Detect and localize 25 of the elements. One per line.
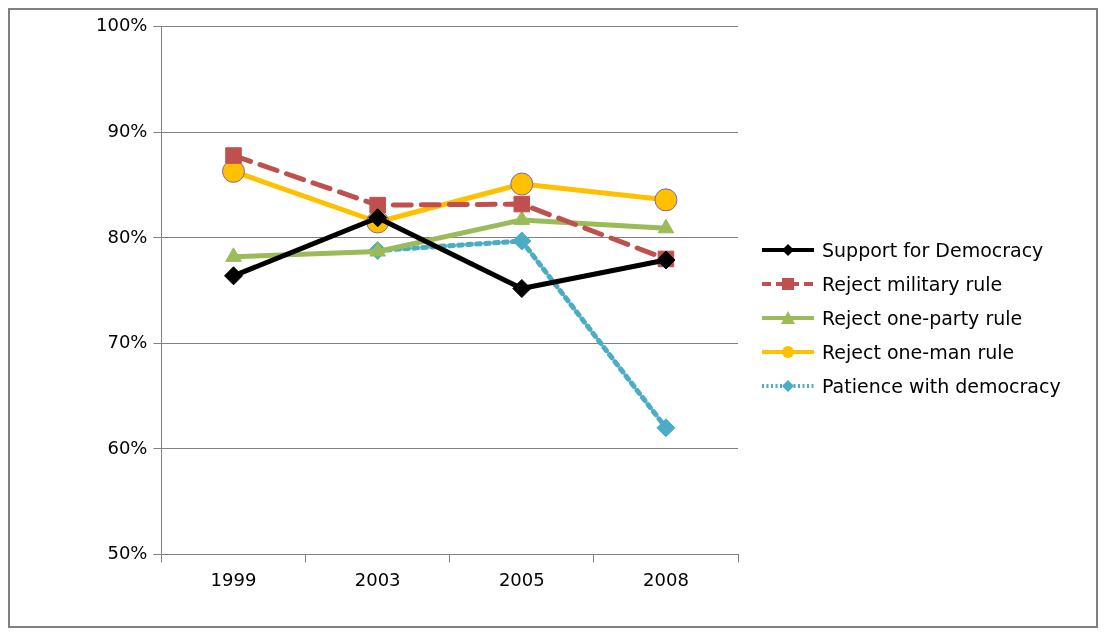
y-tick-label: 100%	[95, 14, 148, 36]
legend-label: Patience with democracy	[822, 375, 1061, 397]
legend-label: Reject one-man rule	[822, 341, 1015, 363]
y-tick-label: 80%	[107, 225, 148, 247]
point	[513, 195, 531, 213]
legend-label: Reject military rule	[822, 273, 1003, 295]
point	[225, 147, 242, 164]
y-tick-label: 70%	[107, 331, 148, 353]
x-tick-label: 1999	[210, 568, 257, 590]
y-tick-label: 60%	[107, 436, 148, 458]
y-tick-label: 90%	[107, 119, 148, 141]
x-tick-label: 2008	[643, 568, 689, 590]
x-tick-label: 2003	[354, 568, 401, 590]
y-tick-label: 50%	[107, 542, 148, 564]
point	[510, 172, 534, 196]
legend-label: Support for Democracy	[822, 239, 1044, 261]
point	[369, 196, 386, 214]
point	[512, 278, 532, 298]
point	[224, 266, 244, 286]
point	[512, 231, 532, 251]
legend-label: Reject one-party rule	[822, 307, 1023, 329]
x-tick-label: 2005	[498, 568, 545, 590]
point	[656, 418, 676, 438]
point	[654, 188, 678, 212]
point	[368, 208, 388, 228]
